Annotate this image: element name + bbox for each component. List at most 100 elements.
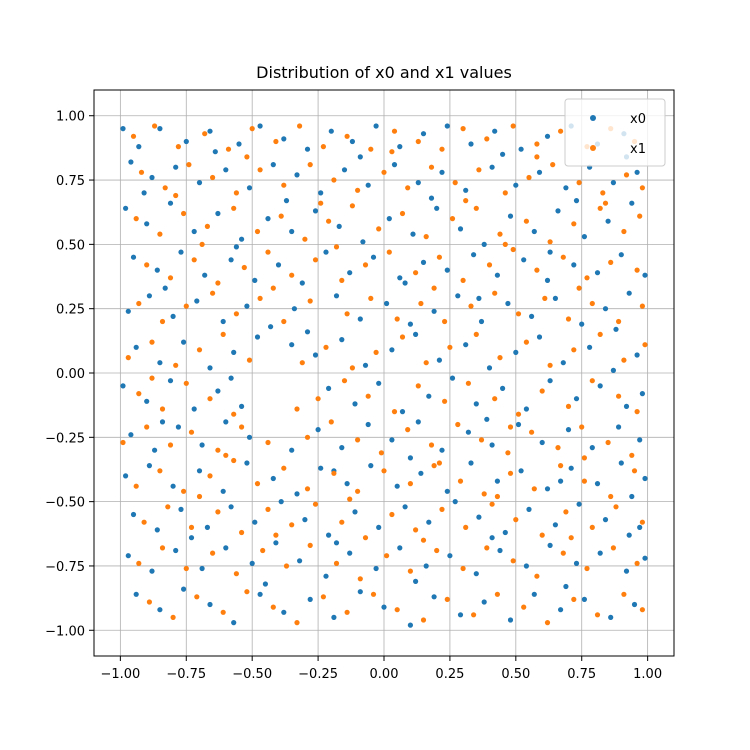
data-point-x0 xyxy=(573,560,580,567)
data-point-x0 xyxy=(457,226,464,232)
data-point-x0 xyxy=(523,406,530,412)
data-point-x1 xyxy=(355,187,361,193)
data-point-x1 xyxy=(407,568,413,574)
data-point-x1 xyxy=(257,167,263,173)
data-point-x1 xyxy=(481,491,487,497)
data-point-x0 xyxy=(531,228,537,235)
data-point-x1 xyxy=(534,573,540,579)
data-point-x1 xyxy=(431,463,437,469)
data-point-x1 xyxy=(320,594,326,600)
data-point-x1 xyxy=(389,511,395,518)
data-point-x1 xyxy=(391,128,398,134)
data-point-x1 xyxy=(289,272,295,278)
data-point-x0 xyxy=(228,257,234,263)
data-point-x1 xyxy=(502,241,508,247)
data-point-x1 xyxy=(233,311,239,317)
data-point-x1 xyxy=(534,267,540,273)
x-tick-label: 0.75 xyxy=(567,667,596,682)
y-tick-label: −0.75 xyxy=(45,560,85,575)
data-point-x0 xyxy=(513,182,519,188)
data-point-x0 xyxy=(623,403,630,409)
data-point-x1 xyxy=(307,298,313,304)
x-tick-label: −0.50 xyxy=(232,667,272,682)
data-point-x0 xyxy=(573,198,580,204)
data-point-x1 xyxy=(521,604,527,610)
data-point-x1 xyxy=(436,254,442,260)
data-point-x0 xyxy=(347,270,353,276)
x-axis: −1.00 −0.75 −0.50 −0.25 0.00 0.25 0.50 0.75 1.00 xyxy=(100,656,662,682)
data-point-x0 xyxy=(352,401,358,407)
data-point-x0 xyxy=(576,501,582,507)
data-point-x0 xyxy=(481,599,487,605)
data-point-x1 xyxy=(378,450,384,456)
data-point-x0 xyxy=(365,182,371,188)
data-point-x0 xyxy=(370,254,377,260)
data-point-x0 xyxy=(123,473,129,479)
x-tick-label: 0.25 xyxy=(435,667,464,682)
data-point-x0 xyxy=(215,210,221,217)
data-point-x0 xyxy=(181,339,187,345)
data-point-x1 xyxy=(473,331,479,337)
data-point-x0 xyxy=(149,174,155,181)
data-point-x0 xyxy=(215,388,221,394)
data-point-x1 xyxy=(431,285,437,291)
data-point-x1 xyxy=(181,488,187,494)
data-point-x0 xyxy=(360,239,366,245)
data-point-x0 xyxy=(536,169,543,175)
data-point-x0 xyxy=(252,277,258,283)
data-point-x0 xyxy=(468,141,474,147)
data-point-x1 xyxy=(613,504,619,510)
data-point-x0 xyxy=(444,488,450,494)
data-point-x0 xyxy=(513,349,519,355)
data-point-x1 xyxy=(539,532,545,538)
data-point-x1 xyxy=(560,550,566,556)
data-point-x1 xyxy=(265,506,271,512)
data-point-x1 xyxy=(347,496,353,502)
data-point-x0 xyxy=(246,434,253,440)
data-point-x0 xyxy=(415,180,421,186)
data-point-x0 xyxy=(610,180,617,186)
data-point-x0 xyxy=(518,146,524,152)
data-point-x0 xyxy=(581,596,588,603)
data-point-x0 xyxy=(199,565,205,572)
data-point-x1 xyxy=(513,517,519,523)
data-point-x0 xyxy=(507,617,514,623)
data-point-x0 xyxy=(489,164,495,170)
data-point-x0 xyxy=(333,293,340,299)
data-point-x1 xyxy=(547,362,553,368)
data-point-x0 xyxy=(581,234,588,240)
data-point-x1 xyxy=(428,164,435,170)
data-point-x0 xyxy=(494,272,500,278)
data-point-x1 xyxy=(447,344,453,350)
data-point-x1 xyxy=(608,259,614,265)
data-point-x0 xyxy=(220,488,226,494)
data-point-x0 xyxy=(125,553,131,559)
data-point-x0 xyxy=(167,200,174,206)
data-point-x1 xyxy=(254,228,261,235)
data-point-x1 xyxy=(605,439,611,446)
data-point-x0 xyxy=(555,208,561,214)
data-point-x1 xyxy=(526,174,532,181)
data-point-x0 xyxy=(265,216,271,222)
data-point-x0 xyxy=(518,468,524,474)
data-point-x0 xyxy=(434,205,440,211)
data-point-x1 xyxy=(407,481,413,487)
data-point-x1 xyxy=(492,396,498,402)
data-point-x1 xyxy=(175,144,181,150)
data-point-x1 xyxy=(492,290,498,296)
data-point-x1 xyxy=(384,553,390,559)
data-point-x0 xyxy=(399,409,406,415)
data-point-x0 xyxy=(191,406,197,412)
legend-marker-x1 xyxy=(590,145,596,151)
data-point-x0 xyxy=(552,522,559,528)
data-point-x1 xyxy=(418,300,424,307)
data-point-x1 xyxy=(341,378,348,384)
data-point-x1 xyxy=(181,210,187,217)
data-point-x0 xyxy=(207,601,213,608)
data-point-x0 xyxy=(289,228,295,235)
data-point-x0 xyxy=(536,334,543,340)
data-point-x1 xyxy=(381,169,387,175)
data-point-x0 xyxy=(526,506,532,512)
data-point-x1 xyxy=(376,226,382,232)
data-point-x0 xyxy=(212,149,218,155)
